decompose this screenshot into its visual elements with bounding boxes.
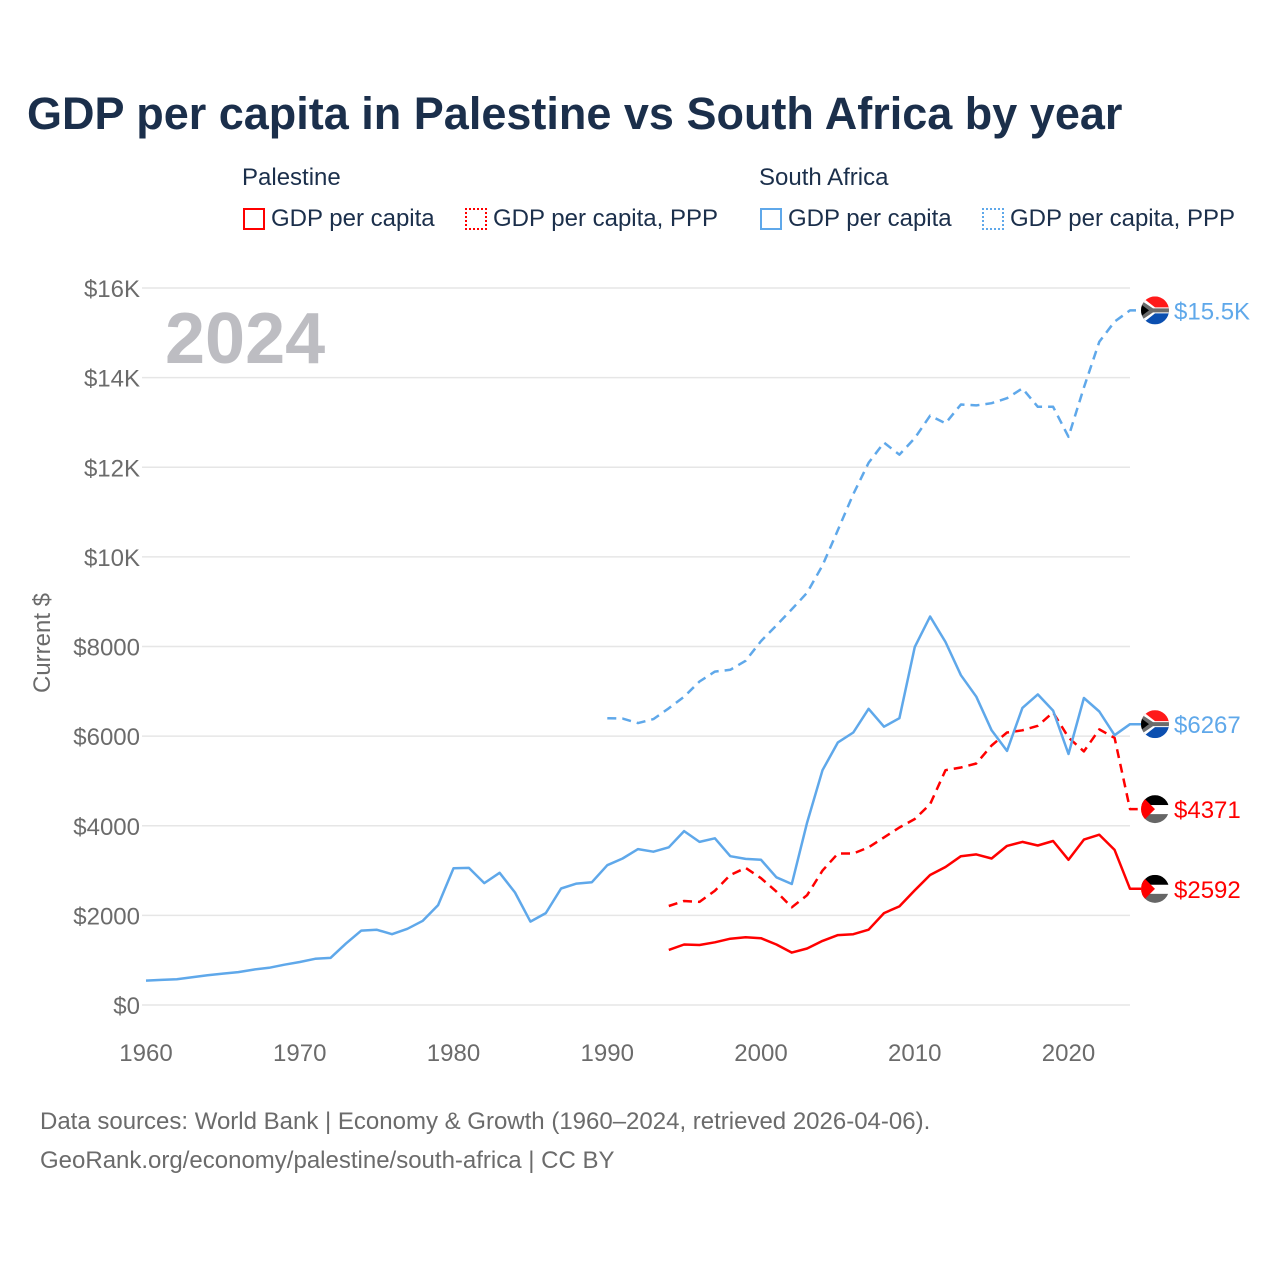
x-tick-label: 1970 xyxy=(273,1040,326,1067)
y-tick-label: $16K xyxy=(84,276,140,303)
end-value-label: $6267 xyxy=(1174,712,1241,739)
end-value-label: $2592 xyxy=(1174,877,1241,904)
series-line-south-africa-gdp xyxy=(145,615,1155,982)
legend-label: GDP per capita xyxy=(788,205,952,232)
y-tick-label: $6000 xyxy=(73,724,140,751)
flag-triangle-red xyxy=(1141,874,1155,903)
y-tick-label: $0 xyxy=(113,993,140,1020)
flag-stripe-white xyxy=(1141,805,1169,815)
y-tick-label: $4000 xyxy=(73,814,140,841)
flag-stripe-black xyxy=(1141,795,1169,806)
series-line-palestine-ppp xyxy=(668,711,1155,909)
end-value-label: $15.5K xyxy=(1174,298,1250,325)
legend-item-palestine-ppp[interactable]: GDP per capita, PPP xyxy=(465,205,718,233)
legend-item-south-africa-gdp[interactable]: GDP per capita xyxy=(760,205,952,233)
y-tick-label: $8000 xyxy=(73,635,140,662)
flag-stripe-green xyxy=(1141,814,1169,824)
x-tick-label: 2020 xyxy=(1042,1040,1095,1067)
flag-green-band xyxy=(1141,714,1169,735)
legend-label: GDP per capita xyxy=(271,205,435,232)
flag-body xyxy=(1141,710,1169,739)
chart-title: GDP per capita in Palestine vs South Afr… xyxy=(27,88,1123,139)
x-tick-label: 1990 xyxy=(581,1040,634,1067)
flag-stripe-black xyxy=(1141,874,1169,885)
end-value-label: $4371 xyxy=(1174,797,1241,824)
palestine-flag-icon xyxy=(1141,795,1169,824)
flag-body xyxy=(1141,795,1169,824)
footer-sources: Data sources: World Bank | Economy & Gro… xyxy=(40,1108,931,1135)
y-tick-label: $10K xyxy=(84,545,140,572)
x-tick-label: 1980 xyxy=(427,1040,480,1067)
flag-green-band xyxy=(1141,300,1169,321)
flag-triangle-red xyxy=(1141,795,1155,824)
legend-swatch-dotted-blue xyxy=(982,208,1004,230)
series-line-palestine-gdp xyxy=(668,833,1155,954)
legend-label: GDP per capita, PPP xyxy=(493,205,718,232)
y-tick-label: $2000 xyxy=(73,903,140,930)
y-axis-label: Current $ xyxy=(29,593,56,693)
flag-stripe-white xyxy=(1141,884,1169,894)
year-watermark: 2024 xyxy=(165,299,325,379)
palestine-flag-icon xyxy=(1141,874,1169,903)
flag-black-triangle xyxy=(1141,304,1149,317)
x-tick-label: 2010 xyxy=(888,1040,941,1067)
legend-item-south-africa-ppp[interactable]: GDP per capita, PPP xyxy=(982,205,1235,233)
legend-swatch-solid-blue xyxy=(760,208,782,230)
south-africa-flag-icon xyxy=(1141,296,1169,325)
x-tick-label: 2000 xyxy=(734,1040,787,1067)
legend-group-palestine: Palestine xyxy=(242,164,341,191)
legend-swatch-dotted-red xyxy=(465,208,487,230)
y-tick-label: $14K xyxy=(84,366,140,393)
x-tick-label: 1960 xyxy=(119,1040,172,1067)
legend-label: GDP per capita, PPP xyxy=(1010,205,1235,232)
legend-swatch-solid-red xyxy=(243,208,265,230)
legend-group-south-africa: South Africa xyxy=(759,164,889,191)
plot-area: $0 $2000 $4000 $6000 $8000 $10K $12K $14K $16K 19… xyxy=(29,276,1250,1067)
south-africa-flag-icon xyxy=(1141,710,1169,739)
flag-body xyxy=(1141,296,1169,325)
flag-black-triangle xyxy=(1141,718,1149,731)
legend-item-palestine-gdp[interactable]: GDP per capita xyxy=(243,205,435,233)
flag-stripe-green xyxy=(1141,893,1169,903)
footer-link[interactable]: GeoRank.org/economy/palestine/south-afri… xyxy=(40,1147,615,1174)
flag-body xyxy=(1141,874,1169,903)
y-tick-label: $12K xyxy=(84,455,140,482)
series-line-south-africa-ppp xyxy=(607,309,1155,725)
